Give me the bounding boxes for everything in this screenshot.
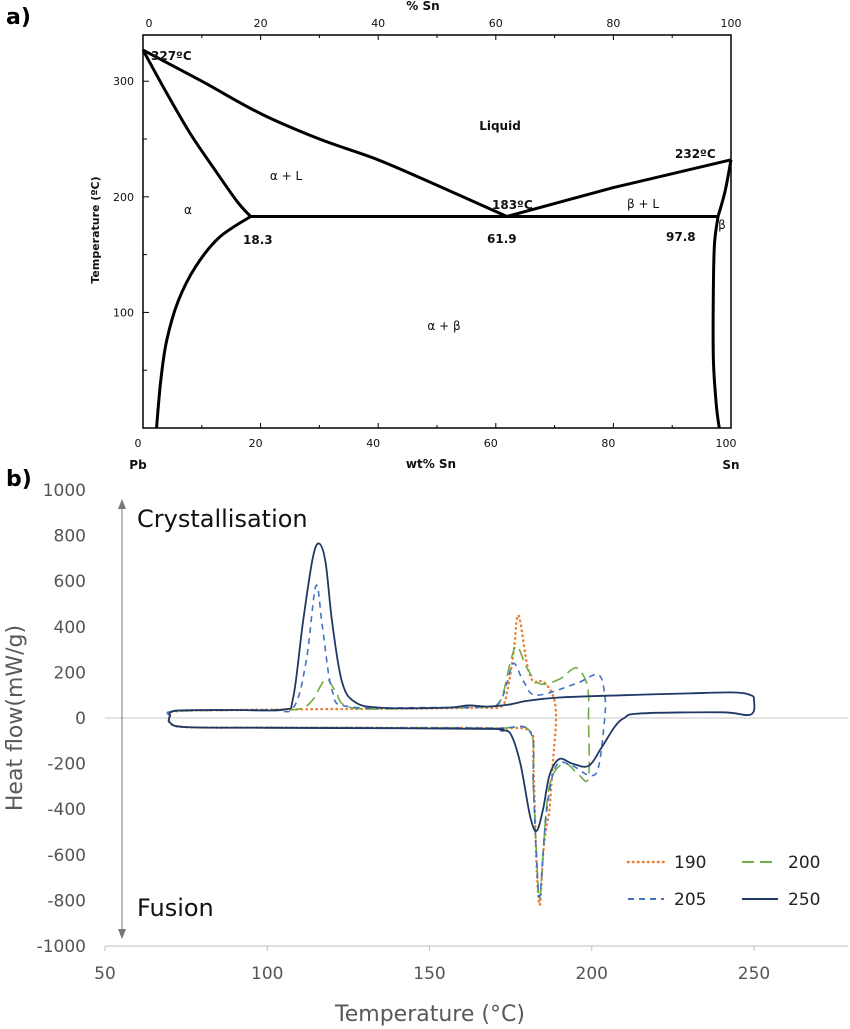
phase-plot-frame <box>142 34 732 429</box>
curve-190 <box>167 613 558 907</box>
phase-line-solidus-left <box>141 49 252 218</box>
b-x-tick-label: 200 <box>576 964 608 984</box>
x-axis-label-a: wt% Sn <box>406 457 456 471</box>
legend-label-200: 200 <box>788 853 820 873</box>
region-alpha: α <box>184 203 192 217</box>
panel-b-tag: b) <box>6 467 32 492</box>
a-bottom-tick-label: 60 <box>484 437 498 450</box>
b-y-tick-label: 800 <box>54 527 86 547</box>
a-bottom-tick-label: 100 <box>716 437 737 450</box>
panel-a-tag: a) <box>6 5 31 30</box>
b-x-tick-label: 50 <box>94 964 116 984</box>
crystallisation-label: Crystallisation <box>137 505 308 533</box>
region-alpha-beta: α + β <box>427 319 460 333</box>
a-y-tick-label: 200 <box>113 191 134 204</box>
b-y-tick-label: 1000 <box>43 481 86 501</box>
b-y-tick-label: -800 <box>47 891 86 911</box>
b-y-tick-label: -600 <box>47 846 86 866</box>
b-y-tick-label: 400 <box>54 618 86 638</box>
a-bottom-tick-label: 40 <box>366 437 380 450</box>
dsc-ticks: -1000 -800 -600 -400 -200 0 200 400 600 800 1000 50… <box>37 481 848 984</box>
a-y-tick-label: 100 <box>113 306 134 319</box>
phase-diagram-panel: a) 0 20 40 60 80 100 0 20 40 60 80 100 100 200 300 % S… <box>6 0 742 472</box>
a-bottom-tick-label: 20 <box>249 437 263 450</box>
a-top-tick-label: 40 <box>371 17 385 30</box>
phase-lines <box>141 48 733 429</box>
pb-label: Pb <box>129 458 147 472</box>
annot-232: 232ºC <box>675 147 716 161</box>
annot-61-9: 61.9 <box>487 232 517 246</box>
y-axis-label-b: Heat flow(mW/g) <box>3 625 28 811</box>
b-y-tick-label: -1000 <box>37 937 86 957</box>
a-top-tick-label: 20 <box>254 17 268 30</box>
region-beta: β <box>718 218 726 232</box>
phase-line-solvus-left <box>155 215 252 429</box>
b-x-tick-label: 250 <box>738 964 770 984</box>
region-beta-l: β + L <box>627 197 659 211</box>
curve-250 <box>167 542 756 832</box>
phase-line-solidus-right <box>716 159 733 217</box>
a-top-tick-label: 100 <box>721 17 742 30</box>
legend: 190 200 205 250 <box>626 853 820 910</box>
arrow-down-head <box>118 929 126 939</box>
b-y-tick-label: 0 <box>75 709 86 729</box>
b-y-tick-label: 200 <box>54 663 86 683</box>
annot-183: 183ºC <box>492 198 533 212</box>
phase-ticks: 0 20 40 60 80 100 0 20 40 60 80 100 100 200 300 <box>113 17 742 450</box>
phase-line-solvus-right <box>711 216 721 429</box>
a-bottom-tick-label: 80 <box>601 437 615 450</box>
a-bottom-tick-label: 0 <box>135 437 142 450</box>
annot-18-3: 18.3 <box>243 233 273 247</box>
phase-line-liquidus-left <box>142 48 508 218</box>
phase-line-liquidus-right <box>506 158 732 218</box>
sn-label: Sn <box>722 458 739 472</box>
b-x-tick-label: 150 <box>413 964 445 984</box>
top-axis-label: % Sn <box>406 0 439 13</box>
a-top-tick-label: 0 <box>146 17 153 30</box>
a-top-tick-label: 80 <box>606 17 620 30</box>
b-y-tick-label: 600 <box>54 572 86 592</box>
legend-label-205: 205 <box>674 890 706 910</box>
legend-label-190: 190 <box>674 853 706 873</box>
dsc-panel: b) -1000 -800 -600 -400 -200 0 200 400 600 800 100… <box>3 467 848 1027</box>
b-y-tick-label: -400 <box>47 800 86 820</box>
y-axis-label-a: Temperature (ºC) <box>89 176 102 283</box>
curve-205 <box>166 584 607 899</box>
a-top-tick-label: 60 <box>489 17 503 30</box>
legend-label-250: 250 <box>788 890 820 910</box>
b-y-tick-label: -200 <box>47 755 86 775</box>
x-axis-label-b: Temperature (°C) <box>334 1002 525 1027</box>
fusion-label: Fusion <box>137 894 214 922</box>
region-liquid: Liquid <box>479 119 521 133</box>
b-x-tick-label: 100 <box>251 964 283 984</box>
annot-97-8: 97.8 <box>666 230 696 244</box>
arrow-up-head <box>118 499 126 509</box>
dsc-curves <box>166 542 756 907</box>
annot-327: 327ºC <box>151 49 192 63</box>
region-alpha-l: α + L <box>270 169 303 183</box>
a-y-tick-label: 300 <box>113 75 134 88</box>
